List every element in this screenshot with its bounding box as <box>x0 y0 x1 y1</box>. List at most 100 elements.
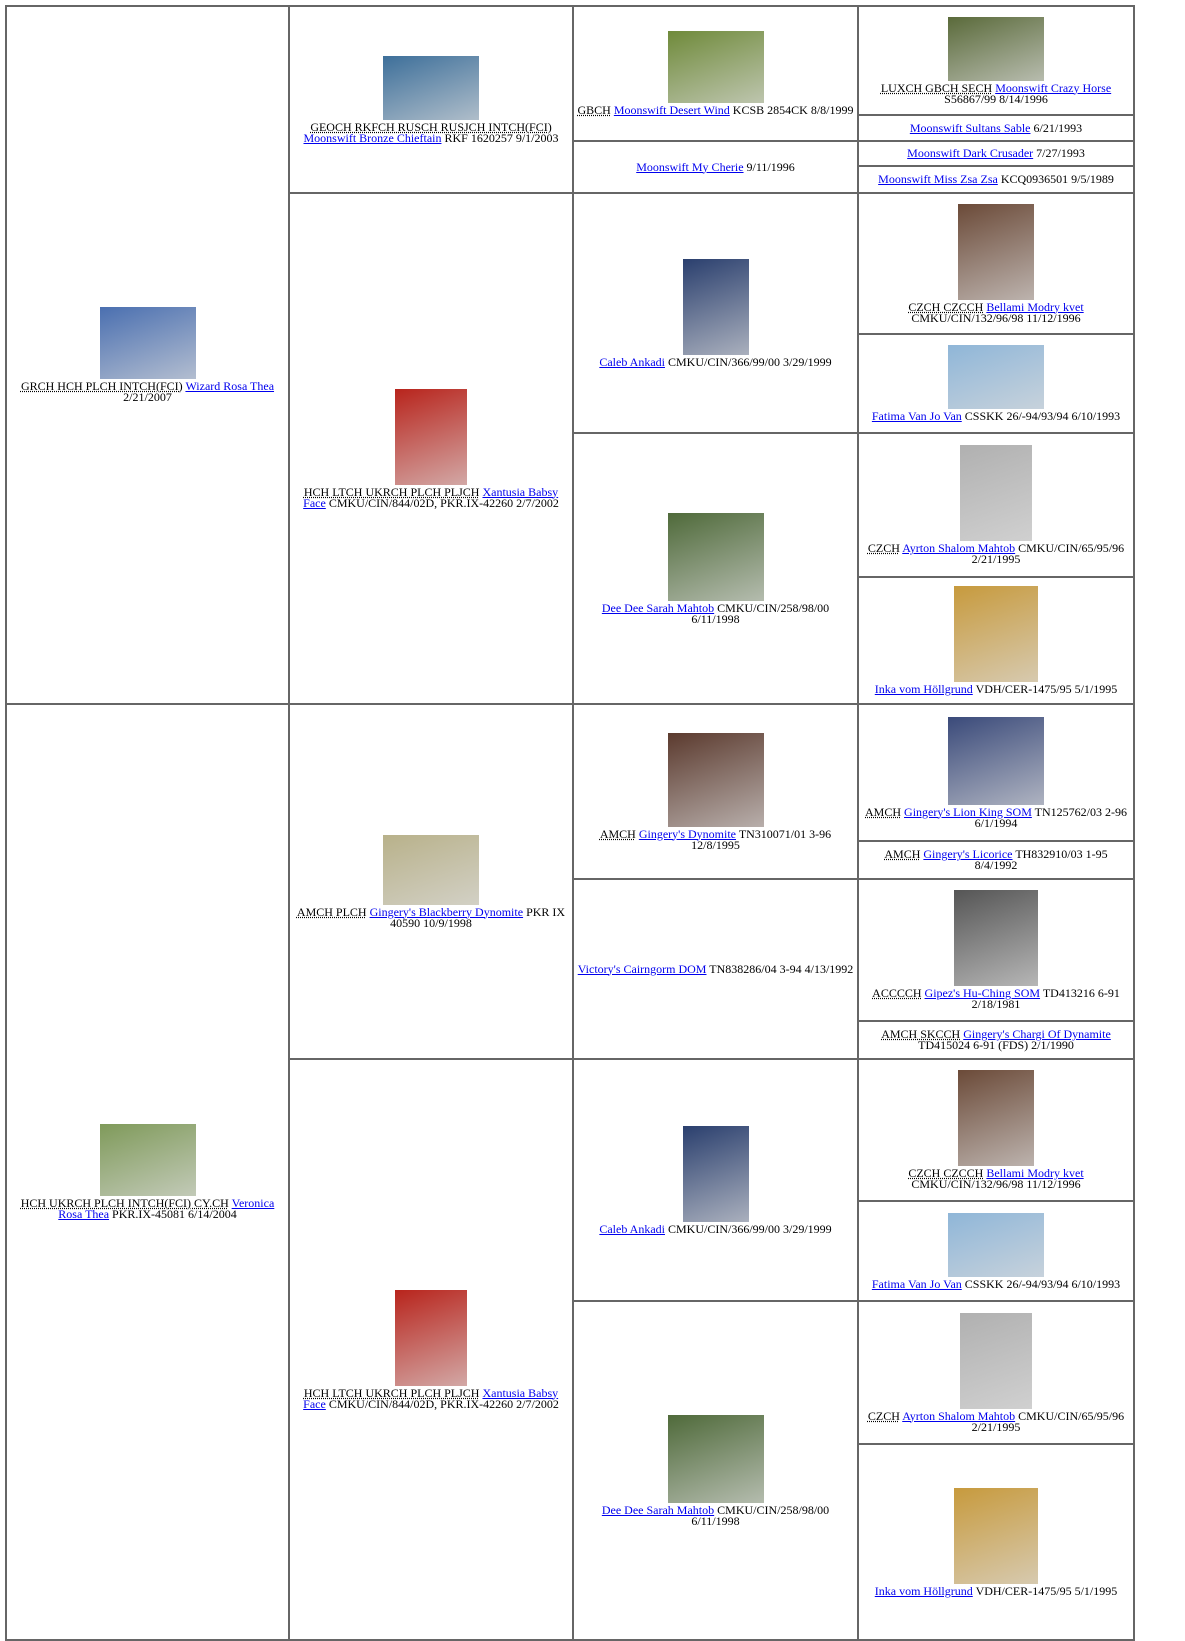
dog-titles: GRCH HCH PLCH INTCH(FCI) <box>20 379 183 393</box>
dog-name-link[interactable]: Gingery's Licorice <box>923 847 1013 861</box>
dog-cell: Moonswift Dark Crusader 7/27/1993 <box>857 140 1135 167</box>
dog-name-link[interactable]: Gingery's Lion King SOM <box>904 804 1032 819</box>
dog-cell: Moonswift Miss Zsa Zsa KCQ0936501 9/5/19… <box>857 165 1135 194</box>
dog-name-link[interactable]: Dee Dee Sarah Mahtob <box>601 600 715 615</box>
dog-name-link[interactable]: Moonswift Desert Wind <box>613 103 730 117</box>
dog-details: VDH/CER-1475/95 5/1/1995 <box>975 1583 1118 1598</box>
dog-details: CSSKK 26/-94/93/94 6/10/1993 <box>964 1276 1121 1291</box>
pedigree-row: HCH LTCH UKRCH PLCH PLJCH Xantusia Babsy… <box>6 192 1135 705</box>
dog-cell: AMCH Gingery's Lion King SOM TN125762/03… <box>857 703 1135 842</box>
dog-cell: Inka vom Höllgrund VDH/CER-1475/95 5/1/1… <box>857 576 1135 705</box>
dog-details: 2/21/2007 <box>123 390 172 404</box>
dog-name-link[interactable]: Dee Dee Sarah Mahtob <box>601 1502 715 1517</box>
dog-name-link[interactable]: Moonswift My Cherie <box>636 159 744 174</box>
dog-titles: CZCH <box>867 1408 900 1423</box>
dog-details: TD415024 6-91 (FDS) 2/1/1990 <box>918 1038 1074 1052</box>
dog-details: CMKU/CIN/65/95/96 2/21/1995 <box>971 541 1125 566</box>
dog-name-link[interactable]: Ayrton Shalom Mahtob <box>902 541 1016 555</box>
dog-name-link[interactable]: Ayrton Shalom Mahtob <box>902 1408 1016 1423</box>
dog-photo <box>667 1414 764 1503</box>
dog-titles: GBCH <box>577 103 611 117</box>
dog-titles: AMCH <box>599 826 636 841</box>
dog-details: TN838286/04 3-94 4/13/1992 <box>709 961 854 976</box>
dog-photo <box>99 1124 196 1196</box>
dog-details: 9/11/1996 <box>746 159 795 174</box>
dog-photo <box>395 1289 467 1386</box>
dog-photo <box>667 732 764 827</box>
dog-cell: CZCH CZCCH Bellami Modry kvet CMKU/CIN/1… <box>857 1058 1135 1202</box>
dog-details: CMKU/CIN/258/98/00 6/11/1998 <box>691 600 830 626</box>
pedigree-row: HCH LTCH UKRCH PLCH PLJCH Xantusia Babsy… <box>6 1058 1135 1641</box>
dog-details: CMKU/CIN/132/96/98 11/12/1996 <box>911 310 1081 325</box>
dog-photo <box>667 31 764 103</box>
dog-name-link[interactable]: Inka vom Höllgrund <box>874 682 973 696</box>
dog-name-link[interactable]: Moonswift Crazy Horse <box>995 80 1112 95</box>
dog-name-link[interactable]: Gipez's Hu-Ching SOM <box>924 986 1041 1000</box>
dog-name-link[interactable]: Caleb Ankadi <box>599 1221 665 1236</box>
dog-photo <box>99 307 196 379</box>
dog-cell: Moonswift Sultans Sable 6/21/1993 <box>857 114 1135 142</box>
pedigree-row: HCH UKRCH PLCH INTCH(FCI) CY.CH Veronica… <box>5 703 1135 1641</box>
dog-titles: HCH LTCH UKRCH PLCH PLJCH <box>303 484 480 499</box>
dog-details: CMKU/CIN/844/02D, PKR.IX-42260 2/7/2002 <box>328 495 559 510</box>
dog-name-link[interactable]: Moonswift Bronze Chieftain <box>303 130 442 145</box>
dog-details: CMKU/CIN/844/02D, PKR.IX-42260 2/7/2002 <box>328 1396 559 1411</box>
dog-cell: Fatima Van Jo Van CSSKK 26/-94/93/94 6/1… <box>857 333 1135 434</box>
dog-name-link[interactable]: Moonswift Dark Crusader <box>907 146 1034 160</box>
dog-name-link[interactable]: Victory's Cairngorm DOM <box>577 961 707 976</box>
dog-name-link[interactable]: Bellami Modry kvet <box>986 299 1084 314</box>
dog-details: 7/27/1993 <box>1036 146 1085 160</box>
dog-name-link[interactable]: Fatima Van Jo Van <box>871 1276 962 1291</box>
dog-name-link[interactable]: Veronica Rosa Thea <box>58 1196 275 1221</box>
dog-name-link[interactable]: Moonswift Miss Zsa Zsa <box>878 172 998 186</box>
dog-cell: Dee Dee Sarah Mahtob CMKU/CIN/258/98/00 … <box>572 432 859 705</box>
pedigree-row: Moonswift My Cherie 9/11/1996 Moonswift D… <box>6 140 1135 194</box>
dog-name-link[interactable]: Fatima Van Jo Van <box>871 409 962 423</box>
dog-name-link[interactable]: Wizard Rosa Thea <box>185 379 275 393</box>
dog-name-link[interactable]: Gingery's Dynomite <box>638 826 737 841</box>
dog-name-link[interactable]: Inka vom Höllgrund <box>874 1583 973 1598</box>
dog-details: PKR IX 40590 10/9/1998 <box>390 904 566 930</box>
dog-titles: GEOCH RKFCH RUSCH RUSJCH INTCH(FCI) <box>310 119 552 134</box>
dog-cell: GRCH HCH PLCH INTCH(FCI) Wizard Rosa The… <box>5 5 290 705</box>
dog-photo <box>948 16 1044 81</box>
pedigree-row: Dee Dee Sarah Mahtob CMKU/CIN/258/98/00 … <box>6 1300 1135 1641</box>
dog-cell: AMCH SKCCH Gingery's Chargi Of Dynamite … <box>857 1020 1135 1060</box>
dog-name-link[interactable]: Gingery's Chargi Of Dynamite <box>963 1027 1111 1041</box>
dog-name-link[interactable]: Gingery's Blackberry Dynomite <box>369 904 524 919</box>
dog-cell: HCH UKRCH PLCH INTCH(FCI) CY.CH Veronica… <box>5 703 290 1641</box>
dog-cell: GEOCH RKFCH RUSCH RUSJCH INTCH(FCI) Moon… <box>288 5 574 194</box>
dog-photo <box>667 512 764 601</box>
dog-photo <box>954 890 1038 986</box>
dog-photo <box>948 1212 1044 1277</box>
dog-name-link[interactable]: Bellami Modry kvet <box>986 1166 1084 1180</box>
dog-cell: Dee Dee Sarah Mahtob CMKU/CIN/258/98/00 … <box>572 1300 859 1641</box>
dog-details: S56867/99 8/14/1996 <box>944 91 1048 106</box>
dog-details: TN125762/03 2-96 6/1/1994 <box>974 804 1127 830</box>
dog-cell: Victory's Cairngorm DOM TN838286/04 3-94… <box>572 878 859 1060</box>
dog-name-link[interactable]: Moonswift Sultans Sable <box>909 120 1031 135</box>
dog-titles: HCH LTCH UKRCH PLCH PLJCH <box>303 1385 480 1400</box>
dog-details: 6/21/1993 <box>1033 120 1083 135</box>
dog-titles: ACCCCH <box>872 986 922 1000</box>
dog-titles: LUXCH GBCH SECH <box>880 80 993 95</box>
dog-details: CMKU/CIN/366/99/00 3/29/1999 <box>667 354 832 369</box>
dog-photo <box>958 203 1034 300</box>
dog-name-link[interactable]: Xantusia Babsy Face <box>303 1385 559 1411</box>
pedigree-row: AMCH SKCCH Gingery's Chargi Of Dynamite … <box>6 1020 1135 1060</box>
dog-cell: Moonswift My Cherie 9/11/1996 <box>572 140 859 194</box>
dog-cell: CZCH CZCCH Bellami Modry kvet CMKU/CIN/1… <box>857 192 1135 335</box>
dog-photo <box>958 1070 1034 1166</box>
dog-titles: HCH UKRCH PLCH INTCH(FCI) CY.CH <box>20 1196 229 1210</box>
dog-cell: Caleb Ankadi CMKU/CIN/366/99/00 3/29/199… <box>572 1058 859 1302</box>
dog-details: CMKU/CIN/65/95/96 2/21/1995 <box>971 1408 1125 1434</box>
dog-name-link[interactable]: Caleb Ankadi <box>599 354 665 369</box>
dog-titles: AMCH <box>884 847 921 861</box>
dog-photo <box>960 445 1032 541</box>
dog-details: CMKU/CIN/258/98/00 6/11/1998 <box>691 1502 830 1528</box>
dog-cell: CZCH Ayrton Shalom Mahtob CMKU/CIN/65/95… <box>857 432 1135 578</box>
dog-name-link[interactable]: Xantusia Babsy Face <box>303 484 559 510</box>
dog-cell: ACCCCH Gipez's Hu-Ching SOM TD413216 6-9… <box>857 878 1135 1022</box>
dog-details: PKR.IX-45081 6/14/2004 <box>112 1207 237 1221</box>
